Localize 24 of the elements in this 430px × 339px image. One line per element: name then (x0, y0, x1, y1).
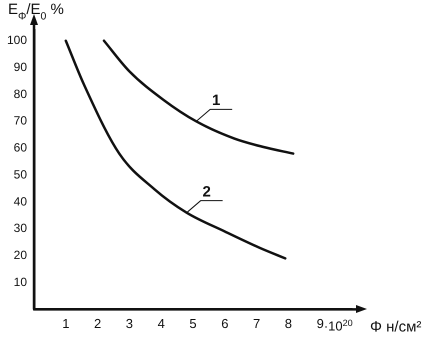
x-tick-label: 4 (158, 316, 165, 331)
x-tick-label: 7 (252, 316, 260, 331)
y-tick-label: 90 (14, 60, 28, 74)
y-tick-label: 70 (14, 114, 28, 128)
x-tick-label: 2 (94, 316, 102, 331)
x-tick-label: 5 (189, 316, 197, 331)
x-axis-title: Φ н/см² (370, 318, 422, 336)
x-tick-label: 6 (221, 316, 228, 331)
x-tick-label: 8 (284, 316, 292, 331)
y-tick-label: 60 (14, 140, 28, 155)
y-tick-label: 40 (14, 194, 28, 208)
y-tick-label: 10 (14, 274, 28, 289)
x-tick-label: 3 (126, 316, 134, 331)
y-tick-label: 50 (14, 167, 28, 182)
series-label: 1 (212, 92, 220, 109)
line-series (64, 39, 286, 260)
y-tick-label: 30 (14, 221, 28, 236)
line-series (102, 39, 294, 155)
series-label: 2 (202, 183, 211, 200)
y-tick-label: 80 (14, 86, 28, 101)
x-tick-label: 9 (316, 316, 324, 331)
y-tick-label: 100 (6, 33, 28, 48)
x-tick-label: 1 (62, 316, 70, 331)
y-tick-label: 20 (14, 248, 28, 262)
